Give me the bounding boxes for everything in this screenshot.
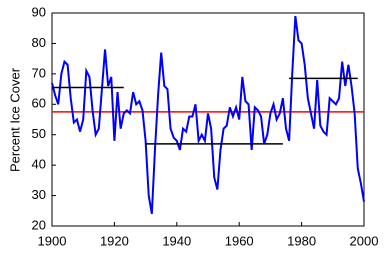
y-tick-label: 70 [32,65,46,80]
y-axis-label: Percent Ice Cover [7,67,22,172]
y-tick-label: 60 [32,96,46,111]
y-tick-label: 90 [32,4,46,19]
x-tick-label: 1960 [225,233,254,248]
x-tick-label: 1920 [100,233,129,248]
y-tick-label: 30 [32,187,46,202]
y-tick-label: 20 [32,217,46,232]
x-tick-label: 1980 [287,233,316,248]
y-tick-label: 40 [32,157,46,172]
y-tick-label: 50 [32,126,46,141]
x-tick-label: 1900 [38,233,67,248]
y-tick-label: 80 [32,35,46,50]
x-tick-label: 2000 [350,233,379,248]
plot-frame [51,12,365,227]
x-tick-label: 1940 [162,233,191,248]
data-line [51,15,365,214]
